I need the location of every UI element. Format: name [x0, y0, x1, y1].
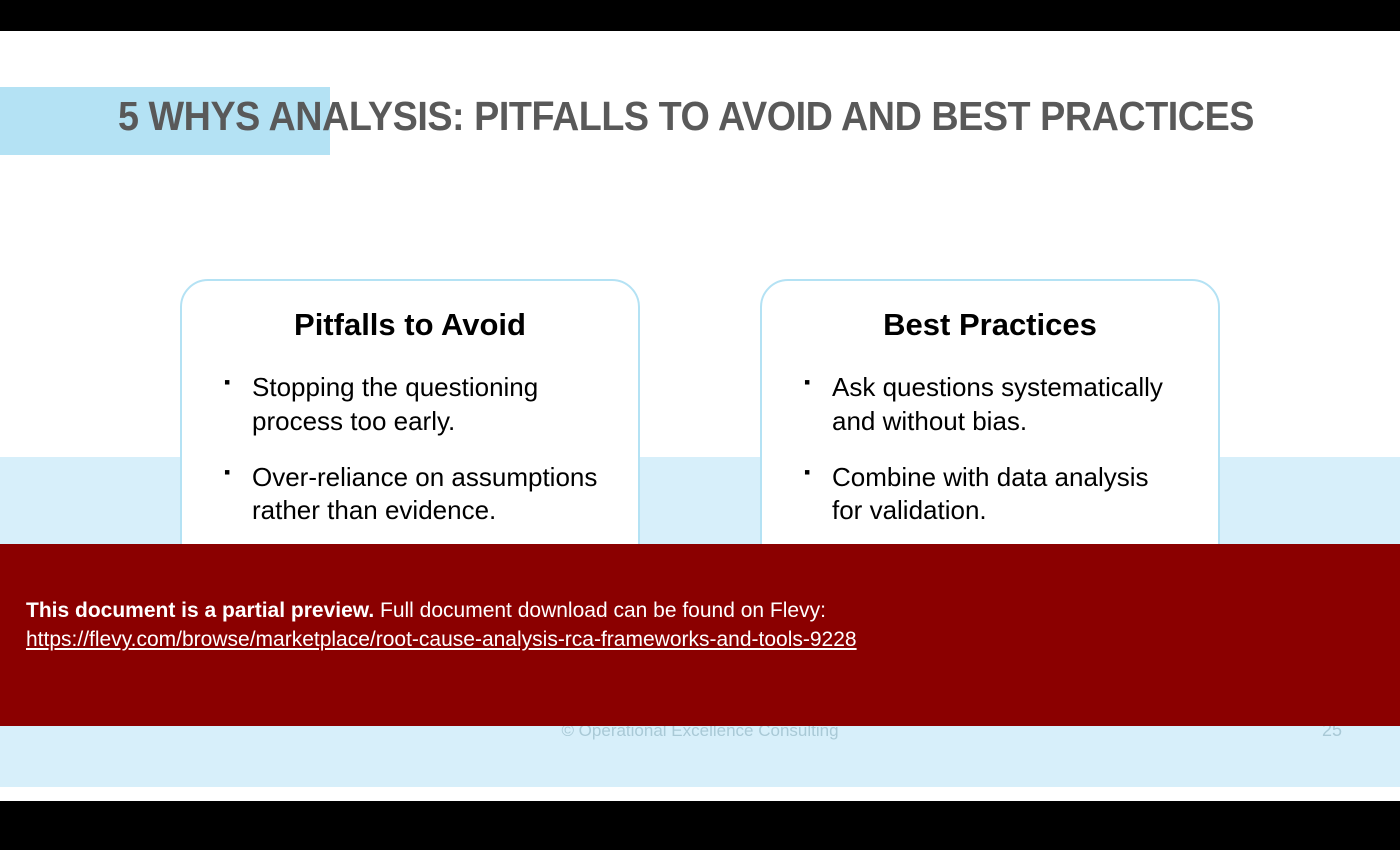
overlay-rest-text: Full document download can be found on F…: [374, 599, 826, 622]
list-item: Stopping the questioning process too ear…: [222, 371, 598, 439]
best-practices-card-title: Best Practices: [802, 307, 1178, 343]
list-item: Over-reliance on assumptions rather than…: [222, 461, 598, 529]
preview-overlay: This document is a partial preview. Full…: [0, 544, 1400, 726]
overlay-link[interactable]: https://flevy.com/browse/marketplace/roo…: [26, 628, 857, 651]
list-item: Ask questions systematically and without…: [802, 371, 1178, 439]
pitfalls-card-title: Pitfalls to Avoid: [222, 307, 598, 343]
slide-title: 5 WHYS ANALYSIS: PITFALLS TO AVOID AND B…: [118, 93, 1254, 140]
overlay-bold-text: This document is a partial preview.: [26, 599, 374, 622]
list-item: Combine with data analysis for validatio…: [802, 461, 1178, 529]
